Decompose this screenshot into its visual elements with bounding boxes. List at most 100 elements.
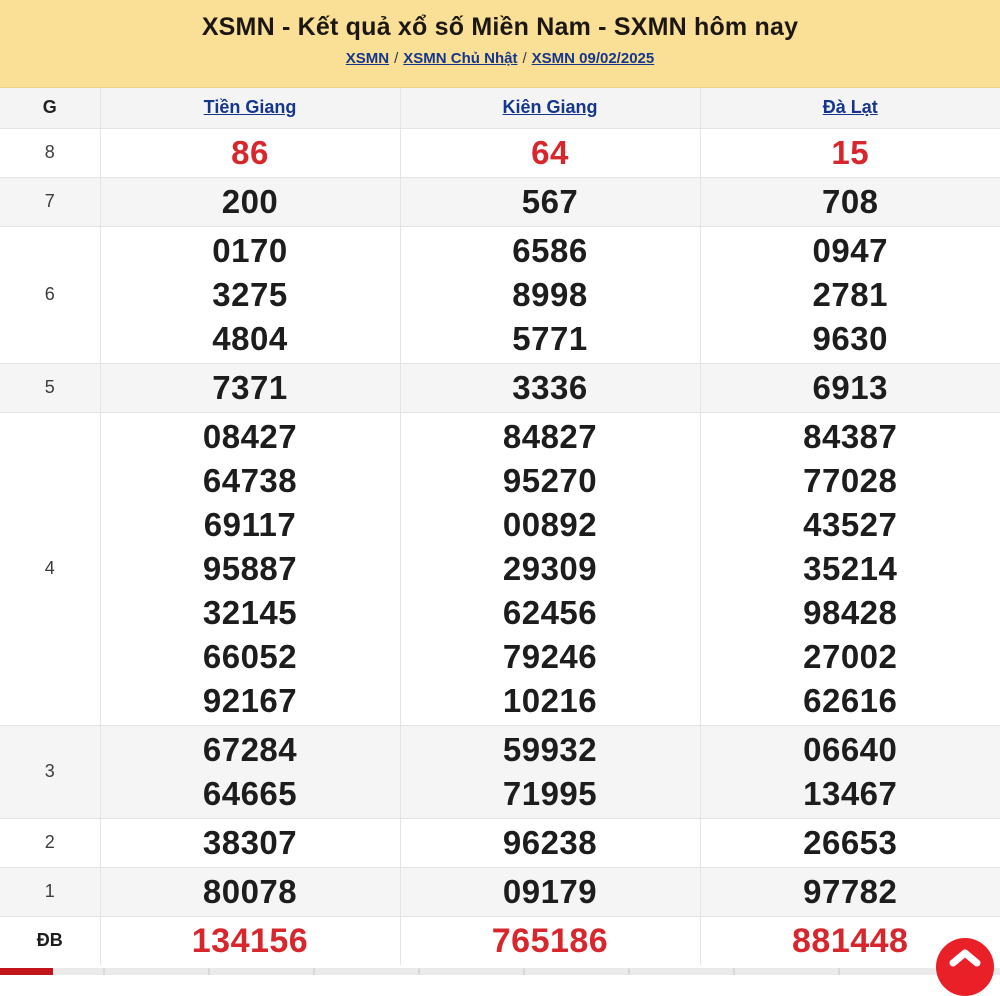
- prize-label: 5: [0, 363, 100, 412]
- prize-number: 00892: [401, 503, 700, 547]
- prize-number: 32145: [101, 591, 400, 635]
- prize-number: 3275: [101, 273, 400, 317]
- prize-cell: 96238: [400, 818, 700, 867]
- prize-number: 27002: [701, 635, 1000, 679]
- prize-number: 26653: [701, 821, 1000, 865]
- prize-number: 06640: [701, 728, 1000, 772]
- prize-number: 84387: [701, 415, 1000, 459]
- prize-number: 5771: [401, 317, 700, 361]
- prize-number: 66052: [101, 635, 400, 679]
- prize-number: 86: [101, 131, 400, 175]
- prize-number: 43527: [701, 503, 1000, 547]
- breadcrumb-link-xsmn[interactable]: XSMN: [346, 50, 389, 67]
- prize-number: 29309: [401, 547, 700, 591]
- prize-label: ĐB: [0, 916, 100, 965]
- prize-cell: 765186: [400, 916, 700, 965]
- prize-number: 98428: [701, 591, 1000, 635]
- header-cell-kien-giang: Kiên Giang: [400, 88, 700, 128]
- prize-cell: 708: [700, 177, 1000, 226]
- prize-number: 6586: [401, 229, 700, 273]
- prize-number: 2781: [701, 273, 1000, 317]
- prize-cell: 97782: [700, 867, 1000, 916]
- prize-number: 62616: [701, 679, 1000, 723]
- prize-number: 62456: [401, 591, 700, 635]
- column-link-da-lat[interactable]: Đà Lạt: [823, 97, 878, 117]
- chevron-up-icon: [936, 938, 994, 996]
- prize-cell: 200: [100, 177, 400, 226]
- prize-cell: 134156: [100, 916, 400, 965]
- prize-label: 3: [0, 725, 100, 818]
- prize-number: 35214: [701, 547, 1000, 591]
- prize-number: 95270: [401, 459, 700, 503]
- prize-label: 6: [0, 226, 100, 363]
- prize-number: 92167: [101, 679, 400, 723]
- prize-number: 64: [401, 131, 700, 175]
- prize-number: 69117: [101, 503, 400, 547]
- prize-number: 71995: [401, 772, 700, 816]
- prize-cell: 15: [700, 128, 1000, 177]
- prize-number: 10216: [401, 679, 700, 723]
- page-title: XSMN - Kết quả xổ số Miền Nam - SXMN hôm…: [0, 13, 1000, 41]
- prize-number: 567: [401, 180, 700, 224]
- prize-cell: 38307: [100, 818, 400, 867]
- prize-label: 1: [0, 867, 100, 916]
- prize-cell: 3336: [400, 363, 700, 412]
- scroll-to-top-button[interactable]: [936, 938, 994, 996]
- prize-number: 6913: [701, 366, 1000, 410]
- prize-number: 0947: [701, 229, 1000, 273]
- lottery-results-page: XSMN - Kết quả xổ số Miền Nam - SXMN hôm…: [0, 0, 1000, 965]
- column-link-tien-giang[interactable]: Tiền Giang: [204, 97, 297, 117]
- prize-number: 4804: [101, 317, 400, 361]
- prize-label: 2: [0, 818, 100, 867]
- prize-label: 8: [0, 128, 100, 177]
- prize-number: 96238: [401, 821, 700, 865]
- prize-number: 765186: [401, 919, 700, 963]
- header-banner: XSMN - Kết quả xổ số Miền Nam - SXMN hôm…: [0, 0, 1000, 88]
- prize-number: 77028: [701, 459, 1000, 503]
- column-link-kien-giang[interactable]: Kiên Giang: [502, 97, 597, 117]
- prize-number: 8998: [401, 273, 700, 317]
- breadcrumb-link-xsmn-chu-nhat[interactable]: XSMN Chủ Nhật: [403, 50, 517, 67]
- prize-number: 97782: [701, 870, 1000, 914]
- prize-number: 08427: [101, 415, 400, 459]
- prize-cell: 7371: [100, 363, 400, 412]
- prize-number: 134156: [101, 919, 400, 963]
- prize-number: 0170: [101, 229, 400, 273]
- breadcrumb-separator: /: [394, 50, 398, 67]
- prize-cell: 80078: [100, 867, 400, 916]
- header-cell-tien-giang: Tiền Giang: [100, 88, 400, 128]
- prize-cell: 26653: [700, 818, 1000, 867]
- prize-label: 4: [0, 412, 100, 725]
- prize-number: 15: [701, 131, 1000, 175]
- bottom-strip: [0, 968, 1000, 975]
- prize-number: 95887: [101, 547, 400, 591]
- prize-cell: 09179: [400, 867, 700, 916]
- prize-cell: 86: [100, 128, 400, 177]
- prize-label: 7: [0, 177, 100, 226]
- breadcrumb-link-xsmn-date[interactable]: XSMN 09/02/2025: [532, 50, 655, 67]
- prize-cell: 6913: [700, 363, 1000, 412]
- prize-number: 708: [701, 180, 1000, 224]
- prize-number: 13467: [701, 772, 1000, 816]
- prize-number: 7371: [101, 366, 400, 410]
- prize-number: 67284: [101, 728, 400, 772]
- prize-number: 64738: [101, 459, 400, 503]
- prize-number: 64665: [101, 772, 400, 816]
- prize-cell: 64: [400, 128, 700, 177]
- prize-number: 38307: [101, 821, 400, 865]
- prize-number: 09179: [401, 870, 700, 914]
- prize-number: 200: [101, 180, 400, 224]
